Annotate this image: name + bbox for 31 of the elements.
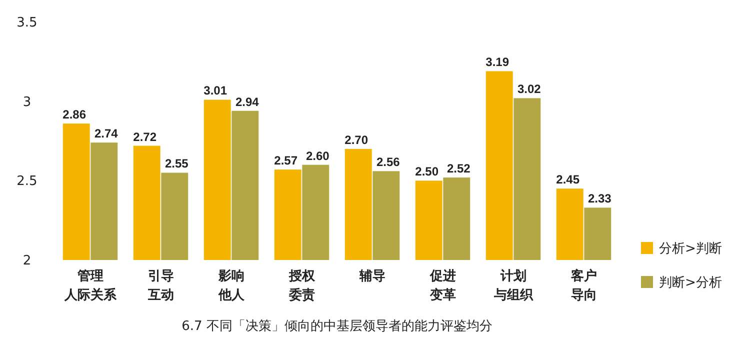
legend-label: 判断>分析 [659, 276, 722, 291]
y-tick-label: 2.5 [16, 174, 38, 190]
x-tick-label: 管理人际关系 [63, 269, 118, 303]
text: 6.7 不同「决策」倾向的中基层领导者的能力评鉴均分 [182, 319, 492, 334]
data-label: 3.02 [517, 82, 542, 96]
data-label: 2.86 [62, 108, 86, 122]
legend-label: 分析>判断 [659, 242, 722, 257]
data-label: 2.74 [94, 126, 118, 141]
x-tick-label: 计划与组织 [492, 269, 534, 303]
data-label: 2.60 [306, 148, 330, 163]
data-label: 2.57 [274, 154, 298, 168]
data-label: 2.45 [556, 172, 580, 187]
y-tick-label: 3.5 [16, 16, 38, 31]
data-label: 2.33 [588, 192, 612, 206]
data-label: 2.55 [164, 156, 189, 171]
x-tick-label: 授权委责 [288, 269, 316, 303]
data-label: 2.52 [446, 161, 471, 176]
data-label: 2.94 [235, 94, 260, 109]
data-label: 3.19 [486, 55, 510, 70]
data-label: 2.50 [415, 164, 439, 179]
data-label: 2.72 [133, 130, 157, 144]
x-tick-label: 引导互动 [146, 269, 174, 303]
x-tick-label: 促进变革 [428, 269, 456, 303]
data-label: 3.01 [204, 84, 228, 98]
data-label: 2.56 [376, 155, 400, 170]
y-tick-label: 3 [22, 94, 32, 110]
x-tick-label: 客户导向 [570, 268, 597, 303]
x-tick-label: 辅导 [358, 269, 386, 284]
data-label: 2.70 [344, 132, 368, 147]
y-tick-label: 2 [22, 254, 32, 269]
x-tick-label: 影响他人 [217, 269, 246, 303]
